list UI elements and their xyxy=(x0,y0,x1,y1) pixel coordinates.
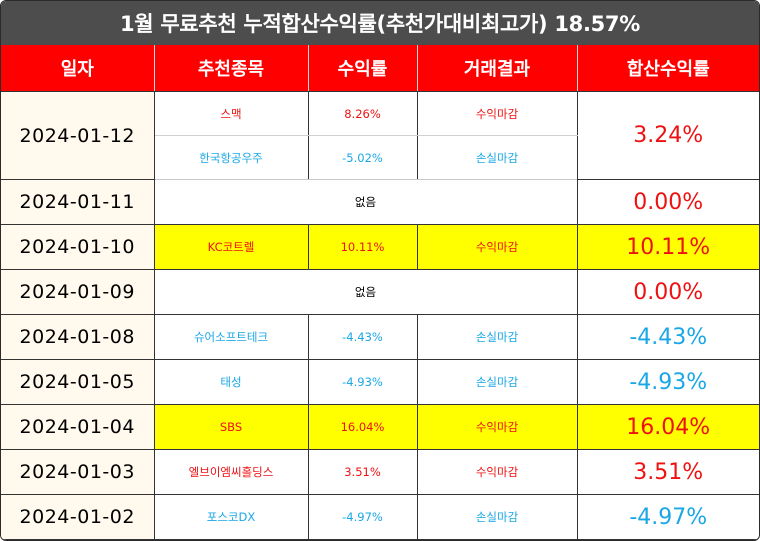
total-cell: -4.97% xyxy=(576,494,759,540)
date-cell: 2024-01-12 xyxy=(1,91,155,180)
stock-cell: 엘브이엠씨홀딩스 xyxy=(153,449,309,495)
stock-cell: 태성 xyxy=(153,359,309,405)
stock-cell: 포스코DX xyxy=(153,494,309,540)
date-cell: 2024-01-04 xyxy=(1,404,155,450)
result-cell: 수익마감 xyxy=(416,404,578,450)
total-cell: 10.11% xyxy=(576,224,759,270)
result-cell: 수익마감 xyxy=(416,449,578,495)
result-cell: 손실마감 xyxy=(416,135,577,180)
page-title: 1월 무료추천 누적합산수익률(추천가대비최고가) 18.57% xyxy=(1,1,759,45)
no-pick-cell: 없음 xyxy=(153,179,578,225)
total-cell: 3.24% xyxy=(576,91,759,180)
table-row: 2024-01-12 스맥 8.26% 수익마감 3.24% xyxy=(1,91,759,180)
table-row: 2024-01-10 KC코트렐 10.11% 수익마감 10.11% xyxy=(1,224,759,270)
stock-cell: 한국항공우주 xyxy=(154,135,309,180)
stock-cell: KC코트렐 xyxy=(153,224,309,270)
date-cell: 2024-01-05 xyxy=(1,359,155,405)
return-cell: -5.02% xyxy=(307,135,418,180)
table-row: 2024-01-05 태성 -4.93% 손실마감 -4.93% xyxy=(1,359,759,405)
table-row: 한국항공우주 -5.02% 손실마감 xyxy=(1,135,759,180)
header-date: 일자 xyxy=(1,45,155,92)
date-cell: 2024-01-03 xyxy=(1,449,155,495)
total-cell: 16.04% xyxy=(576,404,759,450)
date-cell: 2024-01-02 xyxy=(1,494,155,540)
return-cell: -4.97% xyxy=(307,494,418,540)
date-cell: 2024-01-09 xyxy=(1,269,155,315)
no-pick-cell: 없음 xyxy=(153,269,578,315)
total-cell: -4.93% xyxy=(576,359,759,405)
total-cell: -4.43% xyxy=(576,314,759,360)
result-cell: 손실마감 xyxy=(416,494,578,540)
result-cell: 손실마감 xyxy=(416,314,578,360)
return-cell: 8.26% xyxy=(307,91,418,136)
return-cell: -4.93% xyxy=(307,359,418,405)
total-cell: 3.51% xyxy=(576,449,759,495)
table-row: 2024-01-02 포스코DX -4.97% 손실마감 -4.97% xyxy=(1,494,759,540)
stock-cell: 슈어소프트테크 xyxy=(153,314,309,360)
header-row: 일자 추천종목 수익률 거래결과 합산수익률 xyxy=(1,45,759,92)
table-row: 2024-01-04 SBS 16.04% 수익마감 16.04% xyxy=(1,404,759,450)
total-cell: 0.00% xyxy=(576,179,759,225)
return-cell: 16.04% xyxy=(307,404,418,450)
date-cell: 2024-01-08 xyxy=(1,314,155,360)
result-cell: 수익마감 xyxy=(416,224,578,270)
return-cell: 3.51% xyxy=(307,449,418,495)
table-row: 2024-01-08 슈어소프트테크 -4.43% 손실마감 -4.43% xyxy=(1,314,759,360)
result-cell: 손실마감 xyxy=(416,359,578,405)
result-cell: 수익마감 xyxy=(416,91,578,136)
stock-cell: 스맥 xyxy=(153,91,309,136)
results-table: 일자 추천종목 수익률 거래결과 합산수익률 2024-01-12 스맥 8.2… xyxy=(1,45,759,540)
return-cell: 10.11% xyxy=(307,224,418,270)
table-row: 2024-01-09 없음 0.00% xyxy=(1,269,759,315)
header-stock: 추천종목 xyxy=(154,45,309,92)
header-return: 수익률 xyxy=(308,45,418,92)
total-cell: 0.00% xyxy=(576,269,759,315)
table-row: 2024-01-11 없음 0.00% xyxy=(1,179,759,225)
date-cell: 2024-01-11 xyxy=(1,179,155,225)
date-cell: 2024-01-10 xyxy=(1,224,155,270)
table-row: 2024-01-03 엘브이엠씨홀딩스 3.51% 수익마감 3.51% xyxy=(1,449,759,495)
return-cell: -4.43% xyxy=(307,314,418,360)
header-total: 합산수익률 xyxy=(577,45,759,92)
header-result: 거래결과 xyxy=(417,45,578,92)
stock-cell: SBS xyxy=(153,404,309,450)
